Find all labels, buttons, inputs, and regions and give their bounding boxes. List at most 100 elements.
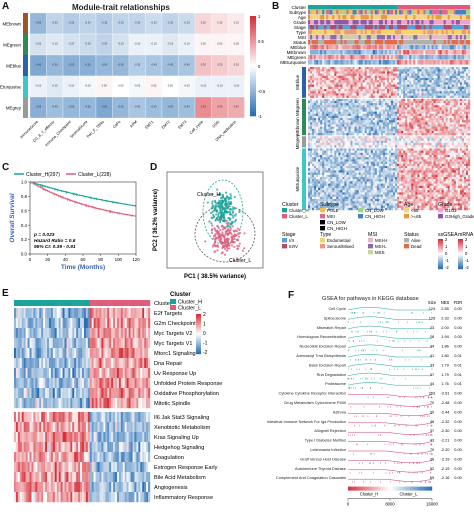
cell-value: -0.15 [52, 42, 58, 46]
gene-cell [435, 82, 438, 85]
annotation-cell [364, 15, 367, 20]
legend-gradient-step [250, 48, 256, 51]
gene-cell [322, 168, 325, 171]
gene-cell [439, 78, 442, 81]
cell-value: -0.60 [101, 105, 107, 109]
gene-cell [316, 128, 319, 132]
gene-cell [451, 163, 454, 167]
gene-cell [441, 140, 444, 144]
annotation-cell [463, 10, 467, 15]
gene-cell [407, 157, 410, 160]
gene-cell [423, 155, 426, 158]
gene-cell [378, 113, 382, 117]
annotation-cell [338, 20, 341, 25]
gene-cell [399, 161, 402, 164]
gene-cell [382, 109, 386, 112]
gene-cell [459, 69, 463, 72]
gene-cell [401, 138, 404, 141]
gene-cell [382, 161, 386, 164]
annotation-cell [330, 5, 333, 10]
ssgsea-cell [467, 50, 471, 55]
gene-cell [439, 118, 442, 121]
gene-cell [382, 91, 386, 94]
gene-cell [439, 67, 442, 70]
gene-cell [451, 109, 454, 112]
gene-cell [389, 148, 392, 151]
gene-cell [352, 105, 355, 108]
gene-cell [318, 130, 321, 134]
gene-cell [360, 91, 363, 94]
gene-cell [429, 113, 432, 117]
gene-cell [384, 105, 388, 108]
gene-cell [397, 113, 400, 117]
annotation-cell [324, 20, 327, 25]
gene-cell [314, 78, 317, 81]
gene-cell [393, 128, 396, 132]
gene-cell [316, 73, 319, 76]
gene-cell [397, 124, 400, 127]
gene-cell [342, 150, 345, 153]
ssgsea-cell [374, 45, 378, 50]
gene-cell [316, 124, 319, 127]
ssgsea-cell [421, 55, 424, 60]
annotation-cell [407, 35, 410, 40]
gene-cell [334, 145, 337, 148]
ssgsea-cell [330, 50, 333, 55]
gene-cell [399, 67, 402, 70]
gene-cell [433, 161, 436, 164]
gene-cell [366, 168, 369, 171]
gene-cell [421, 120, 424, 123]
gene-cell [360, 98, 363, 102]
gene-cell [397, 82, 400, 85]
gene-cell [344, 168, 347, 171]
annotation-cell [429, 5, 432, 10]
gene-cell [465, 118, 469, 121]
gene-cell [467, 107, 471, 110]
ssgsea-cell [336, 45, 339, 50]
gene-cell [342, 71, 345, 74]
cell-value: -0.50 [167, 105, 173, 109]
gene-cell [393, 107, 396, 110]
gene-cell [407, 113, 410, 117]
annotation-cell [308, 30, 311, 35]
gene-cell [360, 115, 363, 119]
gene-cell [415, 140, 418, 144]
legend-gradient-step [250, 34, 256, 37]
gene-cell [308, 161, 311, 164]
gene-cell [401, 91, 404, 94]
gene-cell [354, 124, 357, 127]
gene-cell [451, 113, 454, 117]
gene-cell [386, 133, 390, 136]
annotation-cell [352, 35, 355, 40]
gene-cell [447, 152, 450, 156]
gene-cell [316, 103, 319, 106]
gene-cell [439, 133, 442, 136]
ssgsea-cell [439, 45, 442, 50]
annotation-cell [415, 20, 418, 25]
gene-cell [457, 138, 461, 141]
gene-cell [376, 122, 380, 125]
gene-cell [316, 138, 319, 141]
annotation-cell [368, 40, 371, 45]
gene-block-bar [302, 98, 306, 136]
gene-cell [459, 148, 463, 151]
ssgsea-cell [459, 45, 463, 50]
annotation-cell [356, 40, 359, 45]
gene-cell [342, 93, 345, 96]
gene-cell [411, 75, 414, 79]
gene-cell [316, 75, 319, 79]
gene-cell [439, 159, 442, 162]
gene-cell [366, 105, 369, 108]
gene-cell [360, 86, 363, 90]
cell-value: -0.10 [134, 42, 140, 46]
annotation-cell [459, 20, 463, 25]
gene-cell [310, 115, 313, 119]
gene-cell [457, 130, 461, 134]
gene-cell [368, 95, 371, 98]
gene-cell [427, 138, 430, 141]
gene-cell [326, 107, 329, 110]
gene-cell [356, 142, 359, 146]
gene-cell [391, 152, 394, 156]
annotation-cell [376, 35, 380, 40]
gene-cell [407, 84, 410, 87]
